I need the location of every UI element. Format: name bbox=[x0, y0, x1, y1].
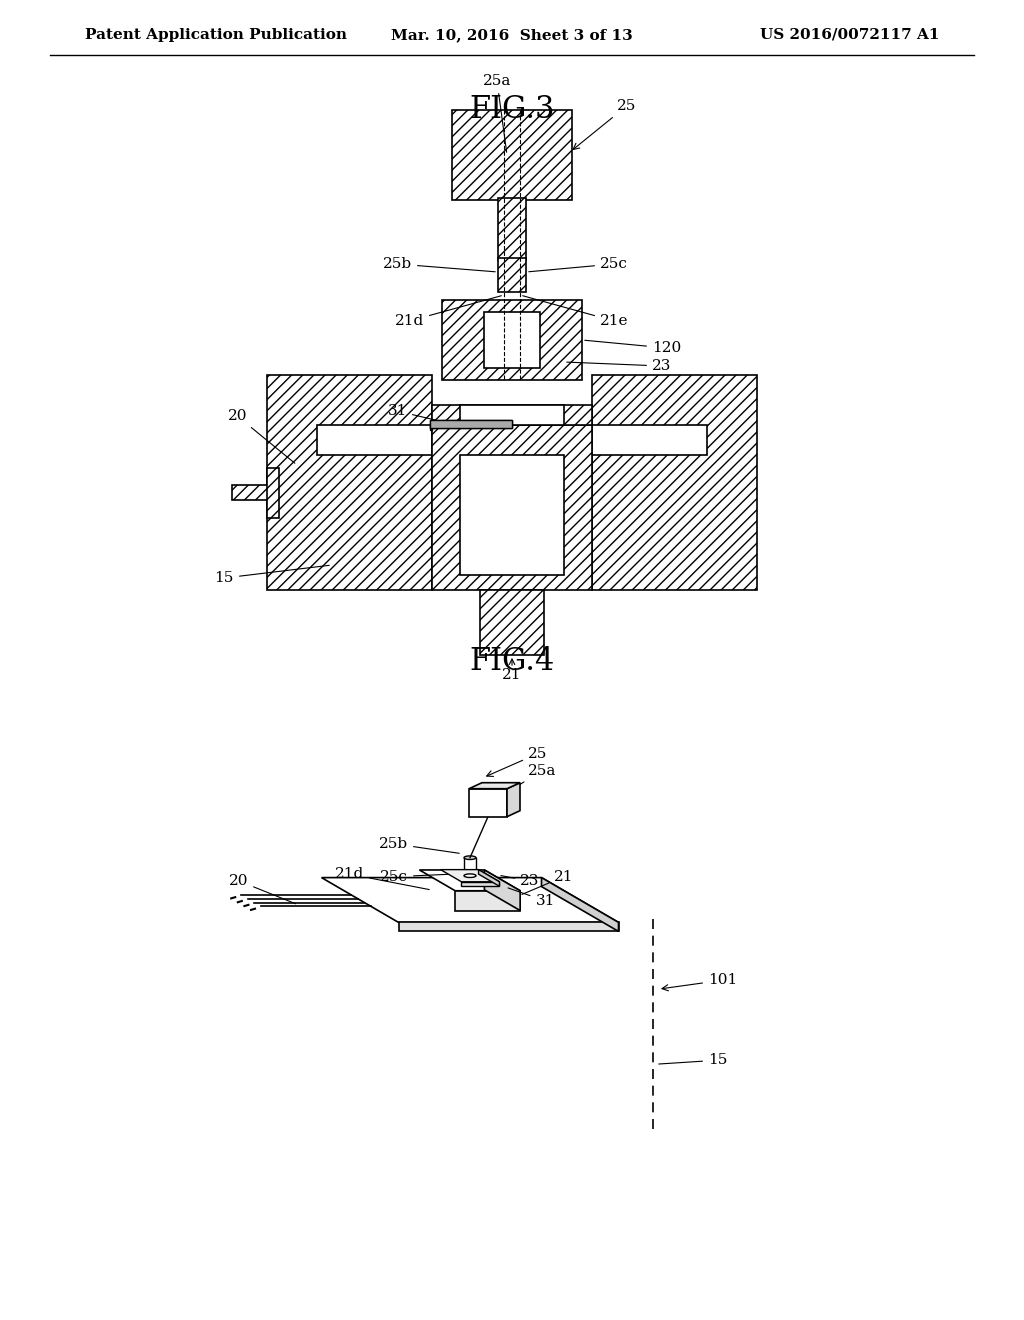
Text: 21e: 21e bbox=[522, 296, 629, 327]
Text: 21: 21 bbox=[502, 668, 522, 682]
Bar bbox=[460, 455, 564, 576]
Polygon shape bbox=[420, 870, 520, 891]
Text: 25b: 25b bbox=[379, 837, 459, 853]
Polygon shape bbox=[507, 783, 520, 817]
Polygon shape bbox=[462, 882, 500, 886]
Bar bbox=[480, 590, 544, 655]
Bar bbox=[592, 375, 757, 590]
Bar bbox=[317, 425, 432, 455]
Bar bbox=[430, 425, 432, 430]
Text: 15: 15 bbox=[658, 1053, 727, 1067]
Text: FIG.3: FIG.3 bbox=[469, 95, 555, 125]
Bar bbox=[498, 198, 526, 260]
Bar bbox=[432, 425, 592, 590]
Bar bbox=[267, 375, 432, 590]
Text: Patent Application Publication: Patent Application Publication bbox=[85, 28, 347, 42]
Text: 120: 120 bbox=[585, 341, 681, 355]
Polygon shape bbox=[440, 870, 500, 882]
Bar bbox=[484, 312, 540, 368]
Bar bbox=[267, 469, 279, 517]
Text: FIG.4: FIG.4 bbox=[469, 647, 555, 677]
Polygon shape bbox=[398, 923, 618, 932]
Polygon shape bbox=[455, 891, 520, 911]
Text: 25: 25 bbox=[573, 99, 636, 149]
Text: 21: 21 bbox=[522, 870, 573, 895]
Bar bbox=[430, 420, 512, 428]
Text: 25c: 25c bbox=[380, 870, 459, 883]
Text: 23: 23 bbox=[566, 359, 672, 374]
Text: 25a: 25a bbox=[507, 764, 556, 792]
Polygon shape bbox=[484, 870, 520, 911]
Polygon shape bbox=[469, 783, 520, 789]
Bar bbox=[592, 425, 707, 455]
Text: 21d: 21d bbox=[335, 867, 429, 890]
Ellipse shape bbox=[464, 855, 476, 859]
Text: 25: 25 bbox=[486, 747, 548, 776]
Text: 25a: 25a bbox=[482, 74, 511, 152]
Text: US 2016/0072117 A1: US 2016/0072117 A1 bbox=[761, 28, 940, 42]
Bar bbox=[452, 110, 572, 201]
Ellipse shape bbox=[464, 874, 476, 878]
Text: 101: 101 bbox=[662, 973, 737, 991]
Bar bbox=[430, 420, 512, 428]
Text: 21d: 21d bbox=[394, 296, 502, 327]
Bar bbox=[442, 300, 582, 380]
Polygon shape bbox=[469, 789, 507, 817]
Text: 25b: 25b bbox=[383, 257, 496, 272]
Text: 31: 31 bbox=[508, 888, 555, 908]
Text: 23: 23 bbox=[501, 874, 540, 888]
Text: 25c: 25c bbox=[528, 257, 628, 272]
Polygon shape bbox=[542, 878, 618, 932]
Bar bbox=[432, 405, 592, 425]
Text: 20: 20 bbox=[227, 409, 295, 463]
Text: 31: 31 bbox=[388, 404, 450, 424]
Bar bbox=[232, 484, 270, 500]
Text: 15: 15 bbox=[215, 565, 330, 585]
Text: 20: 20 bbox=[228, 874, 296, 904]
Bar bbox=[498, 257, 526, 292]
Bar bbox=[460, 405, 564, 425]
Polygon shape bbox=[478, 870, 500, 886]
Polygon shape bbox=[322, 878, 618, 923]
Text: Mar. 10, 2016  Sheet 3 of 13: Mar. 10, 2016 Sheet 3 of 13 bbox=[391, 28, 633, 42]
